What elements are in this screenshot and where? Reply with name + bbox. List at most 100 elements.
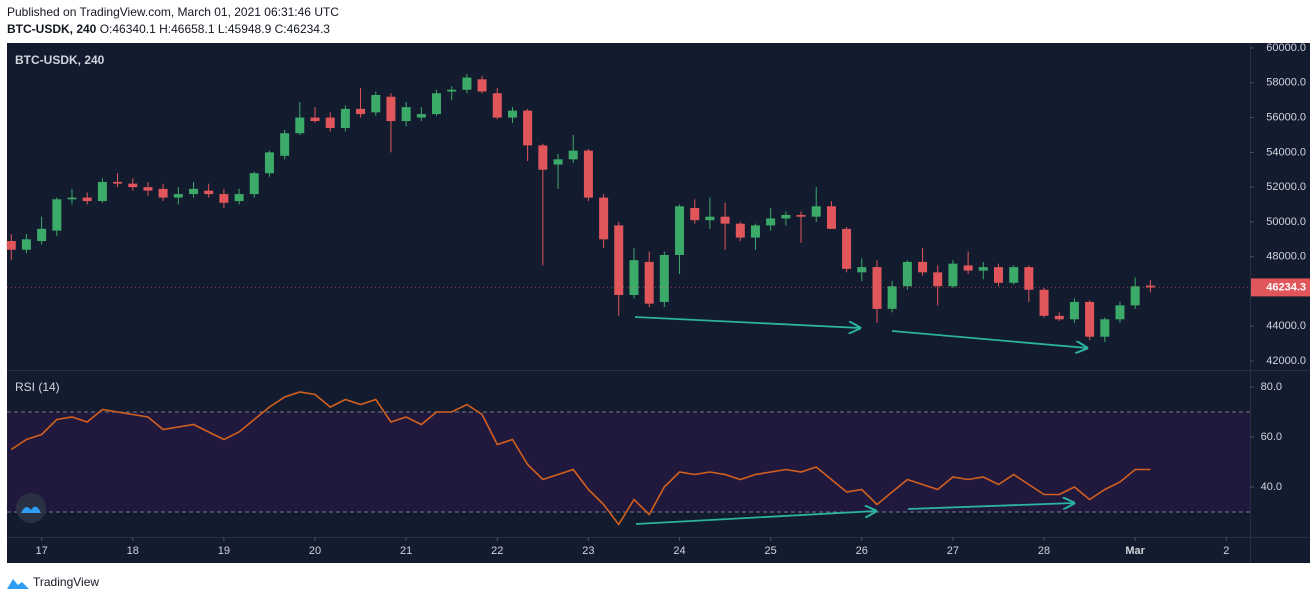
candle-body bbox=[52, 199, 62, 231]
candle-body bbox=[842, 228, 852, 269]
x-tick-label: 23 bbox=[582, 545, 594, 557]
candle-body bbox=[887, 286, 897, 309]
symbol: BTC-USDK, 240 bbox=[7, 22, 97, 36]
ohlc-value: 45948.9 bbox=[227, 22, 272, 36]
x-tick-label: 24 bbox=[673, 545, 685, 557]
candle-body bbox=[902, 261, 912, 287]
candle-body bbox=[492, 93, 502, 118]
candle-body bbox=[629, 260, 639, 295]
y-tick-label: 54000.0 bbox=[1266, 146, 1306, 158]
candle-body bbox=[826, 206, 836, 229]
candle-body bbox=[173, 194, 183, 198]
candle-body bbox=[356, 108, 366, 115]
x-tick-label: 26 bbox=[856, 545, 868, 557]
x-tick-label: 28 bbox=[1038, 545, 1050, 557]
candle-body bbox=[82, 197, 92, 202]
footer-brand: TradingView bbox=[33, 575, 99, 589]
candle-body bbox=[431, 93, 441, 115]
candle-body bbox=[507, 110, 517, 118]
candle-body bbox=[675, 206, 685, 255]
rsi-line bbox=[10, 391, 1151, 526]
arrow bbox=[634, 316, 860, 328]
candle-body bbox=[67, 197, 77, 200]
candle-body bbox=[766, 218, 776, 226]
last-price-box bbox=[1251, 278, 1310, 297]
candle-body bbox=[249, 173, 259, 195]
candle-body bbox=[705, 216, 715, 221]
ohlc-value: 46658.1 bbox=[171, 22, 215, 36]
x-tick-label: 18 bbox=[127, 545, 139, 557]
candle-body bbox=[37, 228, 47, 242]
candle-body bbox=[720, 216, 730, 224]
candle-body bbox=[386, 96, 396, 122]
candle-body bbox=[857, 267, 867, 273]
candle-body bbox=[978, 267, 988, 271]
candle-body bbox=[158, 188, 168, 198]
candle-body bbox=[401, 107, 411, 122]
candle-body bbox=[659, 254, 669, 302]
candle-body bbox=[735, 223, 745, 238]
candle-body bbox=[872, 267, 882, 309]
candle-body bbox=[371, 94, 381, 113]
candle-body bbox=[6, 241, 16, 250]
candle-body bbox=[523, 110, 533, 146]
pane-title: BTC-USDK, 240 bbox=[15, 53, 105, 67]
candle-body bbox=[963, 265, 973, 271]
candle-body bbox=[599, 197, 609, 240]
arrow bbox=[907, 503, 1074, 510]
candle-body bbox=[781, 214, 791, 219]
candle-body bbox=[1024, 267, 1034, 290]
rsi-band bbox=[7, 412, 1250, 512]
arrow bbox=[891, 330, 1087, 348]
last-price-label: 46234.3 bbox=[1266, 281, 1306, 293]
x-tick-label: Mar bbox=[1125, 545, 1145, 557]
candle-body bbox=[1130, 286, 1140, 306]
candle-body bbox=[553, 159, 563, 165]
candle-body bbox=[462, 77, 472, 90]
candle-body bbox=[644, 261, 654, 304]
candle-body bbox=[280, 133, 290, 156]
candle-body bbox=[477, 79, 487, 92]
candle-body bbox=[113, 181, 123, 184]
y-tick-label: 80.0 bbox=[1261, 381, 1282, 393]
x-tick-label: 19 bbox=[218, 545, 230, 557]
candle-body bbox=[690, 208, 700, 221]
candle-body bbox=[416, 114, 426, 118]
footer-logo bbox=[7, 579, 29, 589]
y-tick-label: 58000.0 bbox=[1266, 77, 1306, 89]
candle-body bbox=[1100, 319, 1110, 337]
candle-body bbox=[219, 194, 229, 203]
y-tick-label: 44000.0 bbox=[1266, 320, 1306, 332]
x-tick-label: 20 bbox=[309, 545, 321, 557]
candle-body bbox=[310, 117, 320, 122]
candle-body bbox=[568, 150, 578, 160]
candle-body bbox=[97, 181, 107, 202]
candle-body bbox=[933, 272, 943, 287]
candle-body bbox=[128, 183, 138, 188]
candle-body bbox=[1145, 285, 1155, 288]
candle-body bbox=[447, 89, 457, 92]
candle-body bbox=[1009, 267, 1019, 283]
y-tick-label: 48000.0 bbox=[1266, 251, 1306, 263]
candle-body bbox=[1054, 315, 1064, 320]
y-tick-label: 56000.0 bbox=[1266, 111, 1306, 123]
x-tick-label: 17 bbox=[36, 545, 48, 557]
ohlc-label: H: bbox=[159, 22, 172, 36]
candle-body bbox=[1085, 301, 1095, 337]
x-tick-label: 21 bbox=[400, 545, 412, 557]
published-line: Published on TradingView.com, March 01, … bbox=[7, 5, 339, 19]
candle-body bbox=[614, 225, 624, 295]
candle-body bbox=[295, 117, 305, 134]
y-tick-label: 50000.0 bbox=[1266, 216, 1306, 228]
watermark-logo bbox=[16, 493, 46, 523]
y-tick-label: 60000.0 bbox=[1266, 42, 1306, 54]
x-tick-label: 2 bbox=[1223, 545, 1229, 557]
candle-body bbox=[750, 225, 760, 238]
candle-body bbox=[538, 145, 548, 170]
y-tick-label: 40.0 bbox=[1261, 481, 1282, 493]
y-tick-label: 42000.0 bbox=[1266, 355, 1306, 367]
arrow bbox=[635, 511, 876, 525]
ohlc-value: 46340.1 bbox=[112, 22, 156, 36]
y-tick-label: 60.0 bbox=[1261, 431, 1282, 443]
